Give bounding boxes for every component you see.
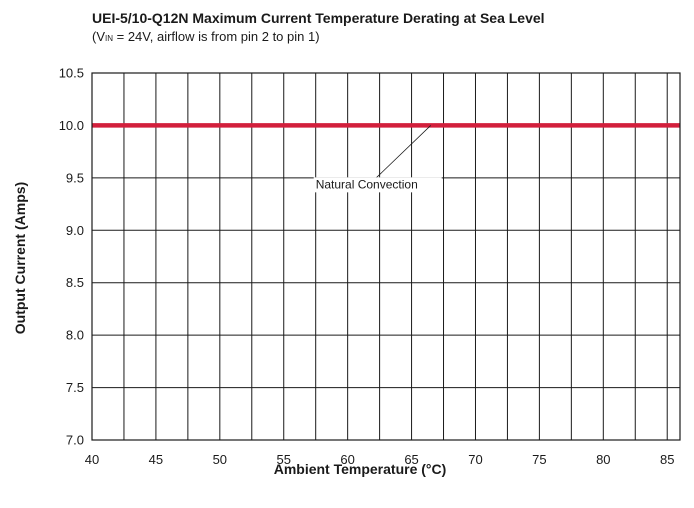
annotation-label-background: [313, 177, 442, 193]
x-tick-label: 85: [660, 452, 674, 467]
y-tick-label: 8.0: [66, 328, 84, 343]
x-tick-label: 80: [596, 452, 610, 467]
x-tick-label: 60: [340, 452, 354, 467]
annotation-leader-line: [375, 125, 432, 179]
x-tick-label: 65: [404, 452, 418, 467]
annotation-layer: Natural Convection: [313, 125, 442, 193]
subtitle-suffix: = 24V, airflow is from pin 2 to pin 1): [113, 29, 320, 44]
y-tick-label: 10.5: [59, 66, 84, 81]
x-tick-label: 75: [532, 452, 546, 467]
y-axis-label: Output Current (Amps): [12, 182, 28, 334]
chart-subtitle: (VIN = 24V, airflow is from pin 2 to pin…: [92, 29, 320, 44]
axis-layer: 40 45 50 55 60 65 70 75 80 85 7.0 7.5 8.0 8.5 9.0 9.5 10…: [59, 66, 681, 467]
x-tick-label: 55: [277, 452, 291, 467]
subtitle-prefix: (V: [92, 29, 105, 44]
y-tick-label: 7.0: [66, 433, 84, 448]
x-tick-label: 70: [468, 452, 482, 467]
x-axis-label: Ambient Temperature (°C): [274, 461, 447, 477]
x-tick-label: 45: [149, 452, 163, 467]
x-tick-label: 50: [213, 452, 227, 467]
x-tick-label: 40: [85, 452, 99, 467]
y-tick-label: 9.5: [66, 170, 84, 185]
grid-layer: [92, 73, 680, 440]
y-tick-label: 10.0: [59, 118, 84, 133]
y-tick-label: 8.5: [66, 275, 84, 290]
chart-title: UEI-5/10-Q12N Maximum Current Temperatur…: [92, 10, 545, 26]
annotation-label: Natural Convection: [316, 177, 418, 191]
y-tick-label: 7.5: [66, 380, 84, 395]
y-tick-label: 9.0: [66, 223, 84, 238]
plot-frame: [91, 72, 681, 441]
subtitle-subscript: IN: [105, 34, 113, 43]
